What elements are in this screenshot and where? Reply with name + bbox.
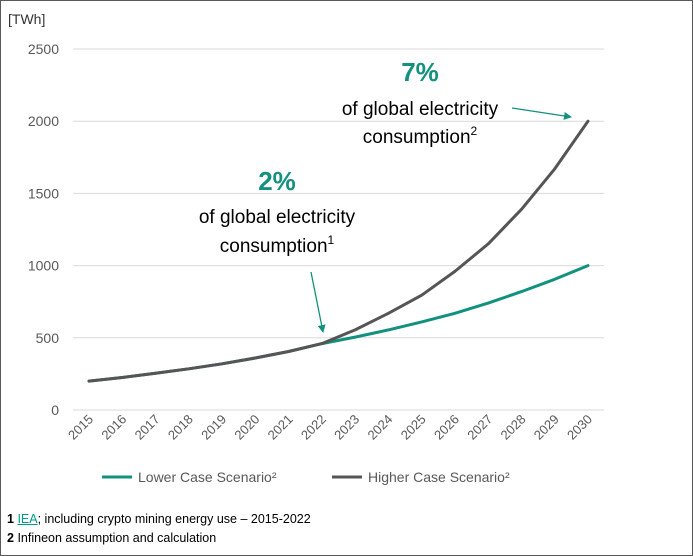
- footnote-1: 1 IEA; including crypto mining energy us…: [7, 510, 311, 529]
- footnote-1-number: 1: [7, 512, 14, 526]
- legend-label-higher: Higher Case Scenario²: [368, 469, 510, 485]
- footnote-2-number: 2: [7, 531, 14, 545]
- annotation-2pct-line1: of global electricity: [199, 207, 356, 228]
- y-tick-label: 0: [51, 402, 59, 418]
- x-tick-label: 2024: [364, 412, 395, 443]
- x-tick-label: 2019: [198, 412, 229, 443]
- x-tick-label: 2015: [65, 412, 96, 443]
- legend-label-lower: Lower Case Scenario²: [138, 469, 277, 485]
- footnote-2: 2 Infineon assumption and calculation: [7, 529, 311, 548]
- x-tick-label: 2027: [464, 412, 495, 443]
- x-tick-label: 2025: [398, 412, 429, 443]
- annotation-2pct-superscript: 1: [328, 233, 335, 247]
- x-tick-label: 2026: [431, 412, 462, 443]
- y-tick-label: 500: [36, 330, 60, 346]
- x-tick-label: 2020: [231, 412, 262, 443]
- annotation-2pct-line2: consumption1: [220, 233, 335, 257]
- annotation-7pct-line1: of global electricity: [342, 99, 499, 120]
- x-tick-label: 2028: [498, 412, 529, 443]
- y-axis-label: [TWh]: [8, 11, 45, 27]
- footnote-1-text: ; including crypto mining energy use – 2…: [37, 512, 311, 526]
- x-tick-label: 2029: [531, 412, 562, 443]
- annotation-7pct-line2: consumption2: [363, 124, 478, 148]
- annotation-2pct-line2-text: consumption: [220, 236, 328, 257]
- footnotes: 1 IEA; including crypto mining energy us…: [7, 510, 311, 548]
- x-tick-label: 2030: [564, 412, 595, 443]
- series-line-higher: [87, 119, 590, 383]
- annotation-arrow-2pct: [310, 271, 326, 333]
- x-tick-label: 2017: [132, 412, 163, 443]
- y-tick-label: 2500: [28, 41, 59, 57]
- iea-link[interactable]: IEA: [17, 512, 38, 526]
- y-tick-label: 1500: [28, 185, 59, 201]
- annotation-2pct-value: 2%: [258, 166, 296, 196]
- footnote-2-text: Infineon assumption and calculation: [17, 531, 217, 545]
- x-tick-label: 2023: [331, 412, 362, 443]
- annotation-arrow-7pct: [511, 107, 572, 120]
- y-tick-label: 2000: [28, 113, 59, 129]
- x-tick-label: 2022: [298, 412, 329, 443]
- series-line-lower: [87, 264, 590, 383]
- y-tick-label: 1000: [28, 258, 59, 274]
- x-tick-label: 2018: [165, 412, 196, 443]
- x-tick-label: 2021: [265, 412, 296, 443]
- annotation-7pct-line2-text: consumption: [363, 127, 471, 148]
- annotation-7pct-value: 7%: [401, 57, 439, 87]
- x-tick-label: 2016: [98, 412, 129, 443]
- annotation-7pct-superscript: 2: [471, 124, 478, 138]
